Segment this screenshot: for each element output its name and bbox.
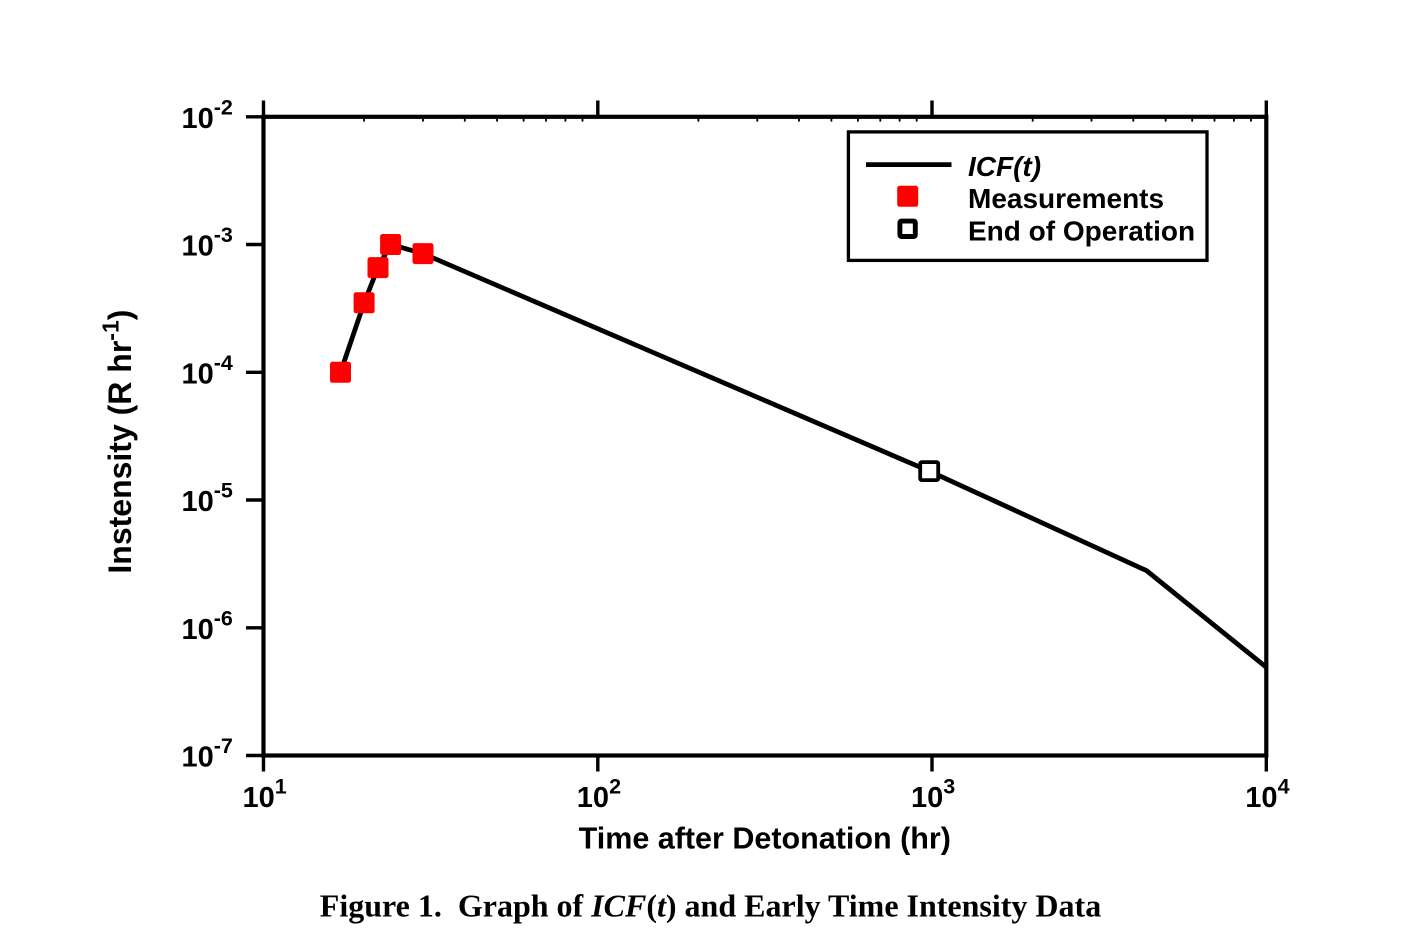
- svg-text:104: 104: [1245, 775, 1289, 815]
- svg-text:103: 103: [911, 775, 955, 815]
- svg-text:ICF(t): ICF(t): [968, 151, 1041, 182]
- svg-text:Time after Detonation (hr): Time after Detonation (hr): [579, 822, 951, 856]
- svg-text:Measurements: Measurements: [968, 183, 1164, 214]
- svg-text:10-3: 10-3: [182, 223, 233, 263]
- svg-text:Figure 1. Graph of ICF(t) and: Figure 1. Graph of ICF(t) and Early Time…: [320, 888, 1101, 924]
- svg-text:Instensity (R hr-1): Instensity (R hr-1): [98, 310, 139, 574]
- svg-text:End of Operation: End of Operation: [968, 215, 1195, 246]
